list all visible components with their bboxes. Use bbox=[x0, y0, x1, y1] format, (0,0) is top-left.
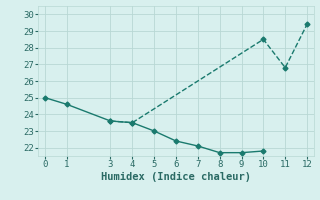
X-axis label: Humidex (Indice chaleur): Humidex (Indice chaleur) bbox=[101, 172, 251, 182]
